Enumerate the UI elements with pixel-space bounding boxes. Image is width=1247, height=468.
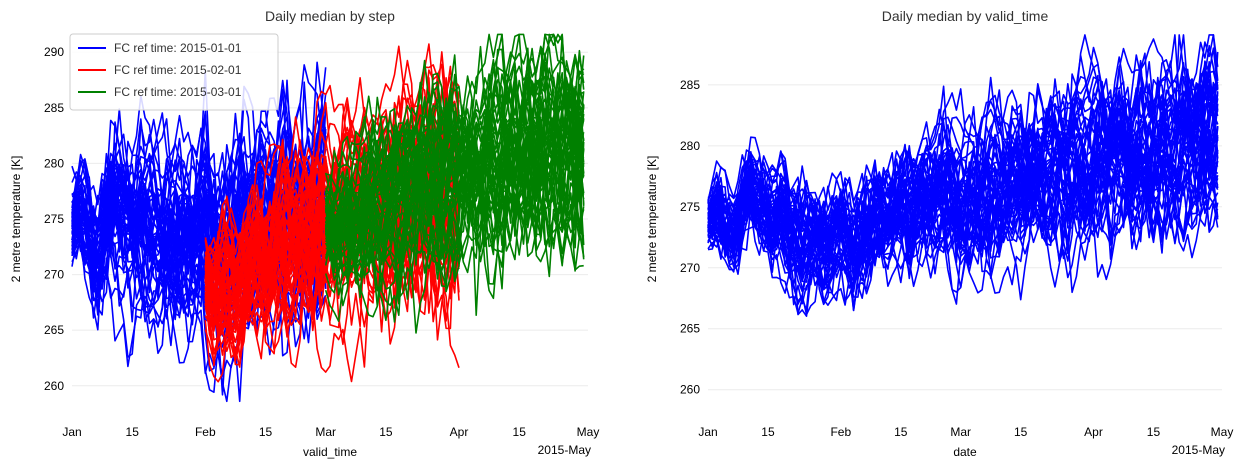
series-line [707, 105, 1219, 248]
legend-label: FC ref time: 2015-01-01 [114, 41, 242, 55]
x-axis-label: valid_time [303, 445, 357, 459]
series-line [324, 96, 585, 323]
series-line [324, 103, 585, 268]
legend-box [69, 33, 279, 111]
series-line [707, 47, 1219, 266]
series-line [707, 79, 1219, 295]
series-line [324, 113, 585, 317]
legend-label: FC ref time: 2015-02-01 [114, 63, 242, 77]
series-line [324, 33, 585, 300]
chart-panel-2: 260 265 270 275 280 285 Jan 15 Feb 15 Mar 15 Apr 15 Ma… [645, 8, 1233, 459]
series-line [707, 83, 1219, 294]
y-tick-label: 265 [44, 323, 64, 337]
x-tick-label: Feb [195, 425, 216, 439]
x-tick-label: May [577, 425, 600, 439]
series-line [324, 104, 585, 265]
x-tick-label: Apr [450, 425, 469, 439]
x-tick-label: 15 [894, 425, 908, 439]
x-tick-label: Jan [698, 425, 717, 439]
x-tick-label: Mar [315, 425, 336, 439]
y-axis-label: 2 metre temperature [K] [9, 156, 23, 283]
x-tick-label: 15 [1147, 425, 1161, 439]
series-line [707, 90, 1219, 306]
series-line [707, 109, 1219, 257]
x-tick-label: 15 [259, 425, 273, 439]
y-tick-label: 275 [680, 200, 700, 214]
y-tick-label: 285 [44, 101, 64, 115]
series-line [707, 66, 1219, 315]
x-tick-label: 15 [1014, 425, 1028, 439]
x-tick-label: Apr [1084, 425, 1103, 439]
series-line [707, 84, 1219, 294]
y-tick-label: 275 [44, 212, 64, 226]
x-tick-label: Jan [62, 425, 81, 439]
y-tick-label: 270 [680, 261, 700, 275]
y-axis-label: 2 metre temperature [K] [645, 156, 659, 283]
x-tick-label: 15 [379, 425, 393, 439]
chart-title: Daily median by valid_time [882, 8, 1049, 24]
chart-title: Daily median by step [265, 8, 395, 24]
y-tick-label: 270 [44, 268, 64, 282]
x-offset-label: 2015-May [538, 443, 591, 457]
series-3 [324, 33, 585, 334]
x-tick-label: Mar [950, 425, 971, 439]
series-line [324, 79, 585, 299]
gridlines [708, 84, 1222, 391]
y-tick-label: 260 [680, 383, 700, 397]
series-1 [707, 34, 1219, 318]
y-tick-label: 285 [680, 78, 700, 92]
y-tick-label: 265 [680, 322, 700, 336]
legend: FC ref time: 2015-01-01 FC ref time: 2015… [69, 33, 279, 111]
x-tick-label: Feb [830, 425, 851, 439]
y-tick-label: 280 [44, 156, 64, 170]
y-tick-label: 260 [44, 379, 64, 393]
x-tick-label: May [1211, 425, 1234, 439]
chart-panel-1: 260 265 270 275 280 285 290 Jan 15 Feb 15 Mar 15 Apr 1… [9, 8, 599, 459]
y-tick-label: 290 [44, 45, 64, 59]
x-axis-label: date [953, 445, 977, 459]
legend-label: FC ref time: 2015-03-01 [114, 85, 242, 99]
x-offset-label: 2015-May [1172, 443, 1225, 457]
x-tick-label: 15 [513, 425, 527, 439]
y-tick-label: 280 [680, 139, 700, 153]
series-line [707, 56, 1219, 316]
x-tick-label: 15 [126, 425, 140, 439]
x-tick-label: 15 [761, 425, 775, 439]
